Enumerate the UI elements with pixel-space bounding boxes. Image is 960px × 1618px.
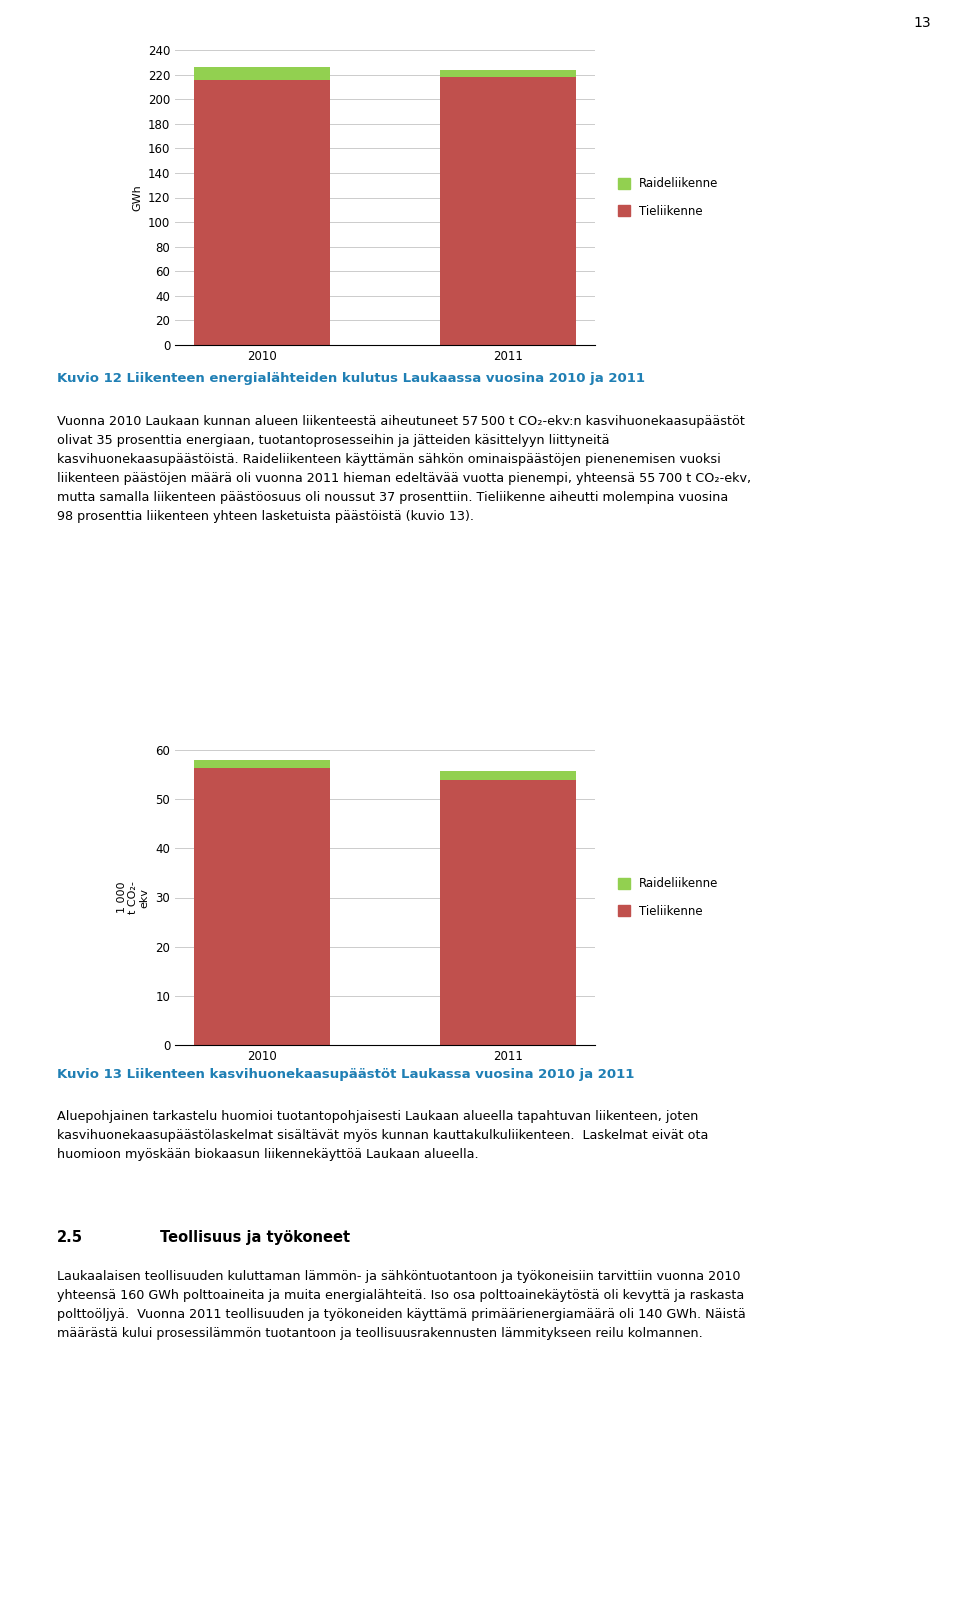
Text: 2.5: 2.5: [57, 1230, 83, 1244]
Text: Aluepohjainen tarkastelu huomioi tuotantopohjaisesti Laukaan alueella tapahtuvan: Aluepohjainen tarkastelu huomioi tuotant…: [57, 1110, 698, 1123]
Y-axis label: 1 000
t CO₂-
ekv: 1 000 t CO₂- ekv: [116, 882, 150, 914]
Text: kasvihuonekaasupäästöistä. Raideliikenteen käyttämän sähkön ominaispäästöjen pie: kasvihuonekaasupäästöistä. Raideliikente…: [57, 453, 721, 466]
Legend: Raideliikenne, Tieliikenne: Raideliikenne, Tieliikenne: [617, 178, 718, 217]
Text: 98 prosenttia liikenteen yhteen lasketuista päästöistä (kuvio 13).: 98 prosenttia liikenteen yhteen lasketui…: [57, 510, 474, 523]
Text: mutta samalla liikenteen päästöosuus oli noussut 37 prosenttiin. Tieliikenne aih: mutta samalla liikenteen päästöosuus oli…: [57, 490, 729, 503]
Bar: [441, 772, 576, 780]
Text: Kuvio 13 Liikenteen kasvihuonekaasupäästöt Laukassa vuosina 2010 ja 2011: Kuvio 13 Liikenteen kasvihuonekaasupääst…: [57, 1068, 635, 1081]
Text: olivat 35 prosenttia energiaan, tuotantoprosesseihin ja jätteiden käsittelyyn li: olivat 35 prosenttia energiaan, tuotanto…: [57, 434, 610, 447]
Text: polttoöljyä.  Vuonna 2011 teollisuuden ja työkoneiden käyttämä primäärienergiamä: polttoöljyä. Vuonna 2011 teollisuuden ja…: [57, 1307, 746, 1320]
Bar: [194, 760, 329, 769]
Text: 13: 13: [914, 16, 931, 31]
Text: yhteensä 160 GWh polttoaineita ja muita energialähteitä. Iso osa polttoainekäytö: yhteensä 160 GWh polttoaineita ja muita …: [57, 1290, 744, 1302]
Legend: Raideliikenne, Tieliikenne: Raideliikenne, Tieliikenne: [617, 877, 718, 917]
Text: Kuvio 12 Liikenteen energialähteiden kulutus Laukaassa vuosina 2010 ja 2011: Kuvio 12 Liikenteen energialähteiden kul…: [57, 372, 645, 385]
Bar: [194, 79, 329, 345]
Bar: [194, 68, 329, 79]
Bar: [441, 78, 576, 345]
Text: huomioon myöskään biokaasun liikennekäyttöä Laukaan alueella.: huomioon myöskään biokaasun liikennekäyt…: [57, 1149, 479, 1162]
Text: määrästä kului prosessilämmön tuotantoon ja teollisuusrakennusten lämmitykseen r: määrästä kului prosessilämmön tuotantoon…: [57, 1327, 703, 1340]
Text: kasvihuonekaasupäästölaskelmat sisältävät myös kunnan kauttakulkuliikenteen.  La: kasvihuonekaasupäästölaskelmat sisältävä…: [57, 1129, 708, 1142]
Text: liikenteen päästöjen määrä oli vuonna 2011 hieman edeltävää vuotta pienempi, yht: liikenteen päästöjen määrä oli vuonna 20…: [57, 472, 751, 485]
Text: Teollisuus ja työkoneet: Teollisuus ja työkoneet: [160, 1230, 350, 1244]
Text: Laukaalaisen teollisuuden kuluttaman lämmön- ja sähköntuotantoon ja työkoneisiin: Laukaalaisen teollisuuden kuluttaman läm…: [57, 1270, 740, 1283]
Y-axis label: GWh: GWh: [132, 184, 142, 210]
Bar: [441, 70, 576, 78]
Bar: [194, 769, 329, 1045]
Bar: [441, 780, 576, 1045]
Text: Vuonna 2010 Laukaan kunnan alueen liikenteestä aiheutuneet 57 500 t CO₂-ekv:n ka: Vuonna 2010 Laukaan kunnan alueen liiken…: [57, 414, 745, 429]
